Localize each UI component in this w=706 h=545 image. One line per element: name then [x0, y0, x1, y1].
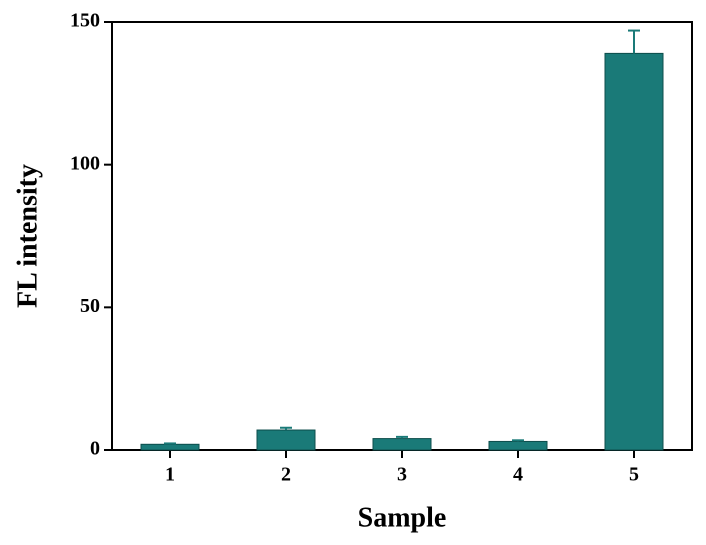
bar: [140, 443, 200, 451]
x-tick-label: 4: [513, 464, 523, 486]
bar: [256, 429, 316, 451]
x-tick-label: 3: [397, 464, 407, 486]
bar: [488, 440, 548, 451]
y-axis-label: FL intensity: [12, 164, 43, 308]
x-tick-label: 5: [629, 464, 639, 486]
bar: [604, 52, 664, 451]
x-tick-label: 2: [281, 464, 291, 486]
y-tick-label: 150: [70, 10, 100, 32]
y-tick-label: 50: [80, 295, 100, 317]
y-tick-label: 100: [70, 152, 100, 174]
y-tick-label: 0: [90, 438, 100, 460]
x-tick-label: 1: [165, 464, 175, 486]
x-axis-label: Sample: [358, 502, 447, 533]
bar: [372, 438, 432, 451]
